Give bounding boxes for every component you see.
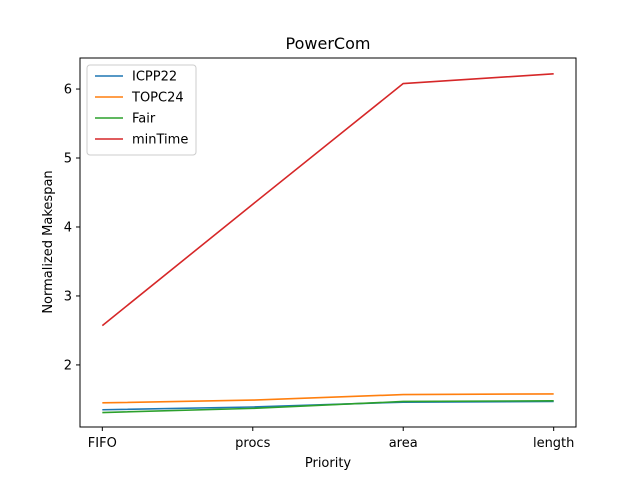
y-tick-label: 3 [64, 289, 72, 304]
x-tick-label: area [389, 436, 418, 451]
plot-frame [79, 57, 577, 428]
legend-entry-icpp22: ICPP22 [132, 70, 177, 85]
legend-entry-fair: Fair [132, 112, 156, 127]
y-tick-label: 4 [64, 220, 72, 235]
y-axis-label: Normalized Makespan [41, 170, 56, 313]
legend-entry-topc24: TOPC24 [131, 91, 184, 106]
x-tick-label: procs [235, 436, 270, 451]
y-tick-label: 2 [64, 358, 72, 373]
x-axis-label: Priority [305, 456, 352, 471]
x-tick-label: FIFO [88, 436, 117, 451]
y-tick-label: 5 [64, 152, 72, 167]
legend: ICPP22 TOPC24 Fair minTime [86, 64, 197, 156]
chart-title: PowerCom [286, 34, 371, 53]
x-tick-label: length [533, 436, 574, 451]
series-line-mintime [101, 73, 554, 327]
series-layer [101, 73, 554, 414]
y-tick-label: 6 [64, 83, 72, 98]
y-axis: 2 3 4 5 6 [64, 83, 80, 373]
x-axis: FIFO procs area length [88, 427, 574, 451]
legend-frame [86, 64, 197, 156]
series-line-fair [102, 399, 554, 414]
series-line-topc24 [102, 393, 554, 404]
plot-area [79, 57, 577, 428]
legend-entry-mintime: minTime [132, 133, 188, 148]
